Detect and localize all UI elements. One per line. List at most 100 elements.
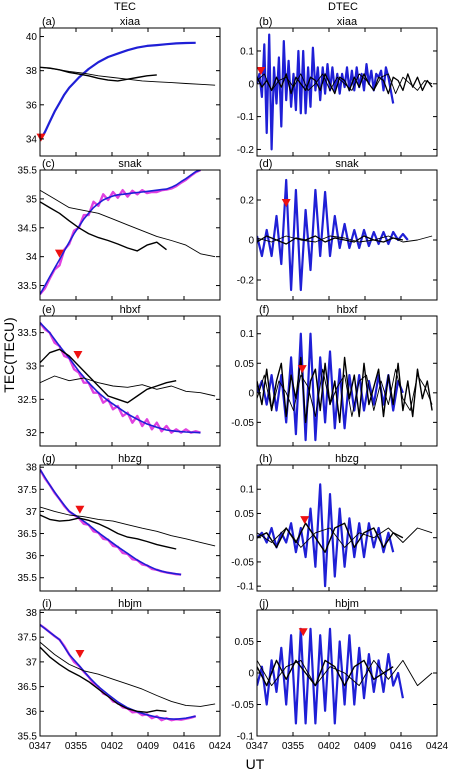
y-tick-label: 38: [26, 608, 38, 619]
panel-letter: (f): [259, 304, 269, 316]
panel-f: -0.05 0 0.05 0.1 (f) hbxf: [231, 304, 438, 447]
x-tick-label: 0355: [282, 741, 305, 752]
y-tick-label: 35.5: [18, 573, 38, 584]
axes-frame: [39, 27, 221, 157]
panel-g: 35.5 36 36.5 37 37.5 38 (g) hbzg: [18, 453, 221, 592]
panel-letter: (b): [259, 16, 272, 28]
panel-letter: (a): [42, 16, 55, 28]
series-line-blue-1: [40, 468, 182, 576]
y-tick-label: 0.05: [235, 359, 255, 370]
series-line-black-1: [257, 659, 394, 687]
station-title: hbzg: [335, 453, 359, 465]
panel-a: 34 36 38 40 (a) xiaa: [26, 16, 221, 157]
panel-c: 33.5 34 34.5 35 35.5 (c) snak: [18, 158, 221, 301]
wave-arrival-marker: [300, 516, 310, 525]
panel-i: 35.5 36 36.5 37 37.5 38 0347 0355 0402 0409 0416 04…: [18, 598, 232, 752]
series-line-black-2: [40, 348, 177, 404]
y-tick-label: 0.2: [240, 196, 254, 207]
x-tick-label: 0416: [390, 741, 413, 752]
y-tick-label: -0.1: [237, 112, 255, 123]
wave-arrival-marker: [73, 351, 83, 359]
series-line-black-1: [257, 235, 404, 245]
axes-frame: [256, 169, 438, 301]
series-line-black-3: [40, 189, 216, 258]
station-title: hbxf: [337, 304, 359, 316]
station-title: hbzg: [118, 453, 142, 465]
series-line-black-2: [257, 73, 433, 95]
series-line-black-1: [257, 73, 433, 95]
y-tick-label: 34.5: [18, 223, 38, 234]
column-title-tec: TEC: [114, 1, 136, 13]
axes-frame: [39, 464, 221, 592]
station-title: xiaa: [337, 16, 358, 28]
x-tick-label: 0409: [137, 741, 160, 752]
y-tick-label: 36: [26, 707, 38, 718]
axes-frame: [256, 464, 438, 592]
y-tick-label: 0.1: [240, 485, 254, 496]
series-line-magenta-0: [40, 623, 197, 722]
y-tick-label: 40: [26, 32, 38, 43]
series-line-black-2: [40, 514, 177, 550]
axes-frame: [39, 609, 221, 737]
y-tick-label: -0.2: [237, 276, 255, 287]
series-line-black-3: [40, 506, 216, 547]
station-title: xiaa: [120, 16, 141, 28]
y-tick-label: 36: [26, 100, 38, 111]
y-tick-label: 0: [248, 236, 254, 247]
wave-arrival-marker: [54, 249, 64, 258]
series-line-magenta-0: [40, 170, 202, 295]
series-line-black-1: [257, 356, 433, 424]
series-line-black-2: [257, 235, 433, 243]
panel-letter: (i): [42, 598, 52, 610]
series-line-magenta-0: [40, 321, 201, 434]
y-tick-label: 0.1: [240, 46, 254, 57]
series-line-black-2: [40, 201, 167, 252]
x-tick-label: 0402: [318, 741, 341, 752]
y-tick-label: 0.05: [235, 637, 255, 648]
panel-e: 32 32.5 33 33.5 (e) hbxf: [18, 304, 221, 447]
series-line-black-3: [40, 375, 216, 397]
series-line-blue-0: [257, 627, 404, 725]
y-tick-label: 0: [248, 388, 254, 399]
y-tick-label: -0.05: [231, 418, 254, 429]
y-tick-label: 38: [26, 463, 38, 474]
series-line-blue-0: [257, 33, 395, 151]
y-tick-label: 0: [248, 533, 254, 544]
series-line-magenta-0: [40, 468, 182, 576]
series-line-blue-1: [40, 322, 201, 434]
x-tick-label: 0347: [29, 741, 52, 752]
axes-frame: [256, 27, 438, 157]
panel-letter: (c): [42, 158, 55, 170]
series-line-black-2: [257, 659, 433, 687]
series-line-black-2: [40, 66, 216, 86]
series-line-blue-0: [40, 41, 196, 142]
series-line-black-2: [40, 646, 167, 713]
wave-arrival-marker: [36, 133, 46, 142]
series-line-black-2: [257, 527, 433, 548]
x-tick-label: 0409: [354, 741, 377, 752]
y-tick-label: 34: [26, 134, 38, 145]
y-tick-label: 38: [26, 66, 38, 77]
y-tick-label: 0.1: [240, 329, 254, 340]
wave-arrival-marker: [281, 199, 291, 207]
panel-h: -0.1 -0.05 0 0.05 0.1 (h) hbzg: [231, 453, 438, 593]
station-title: hbxf: [120, 304, 142, 316]
y-tick-label: 35: [26, 194, 38, 205]
column-title-dtec: DTEC: [328, 1, 358, 13]
series-line-blue-0: [257, 178, 409, 292]
axes-frame: [39, 315, 221, 447]
y-tick-label: -0.05: [231, 700, 254, 711]
y-tick-label: 36: [26, 551, 38, 562]
y-tick-label: 37: [26, 507, 38, 518]
y-tick-label: 35.5: [18, 166, 38, 177]
station-title: snak: [118, 158, 142, 170]
y-tick-label: -0.1: [237, 582, 255, 593]
x-tick-label: 0402: [101, 741, 124, 752]
panel-d: -0.2 0 0.2 (d) snak: [237, 158, 438, 301]
y-tick-label: 34: [26, 252, 38, 263]
panel-letter: (j): [259, 598, 269, 610]
x-axis-label: UT: [246, 756, 265, 772]
wave-arrival-marker: [75, 505, 85, 514]
y-tick-label: 0: [248, 79, 254, 90]
y-tick-label: 33.5: [18, 328, 38, 339]
